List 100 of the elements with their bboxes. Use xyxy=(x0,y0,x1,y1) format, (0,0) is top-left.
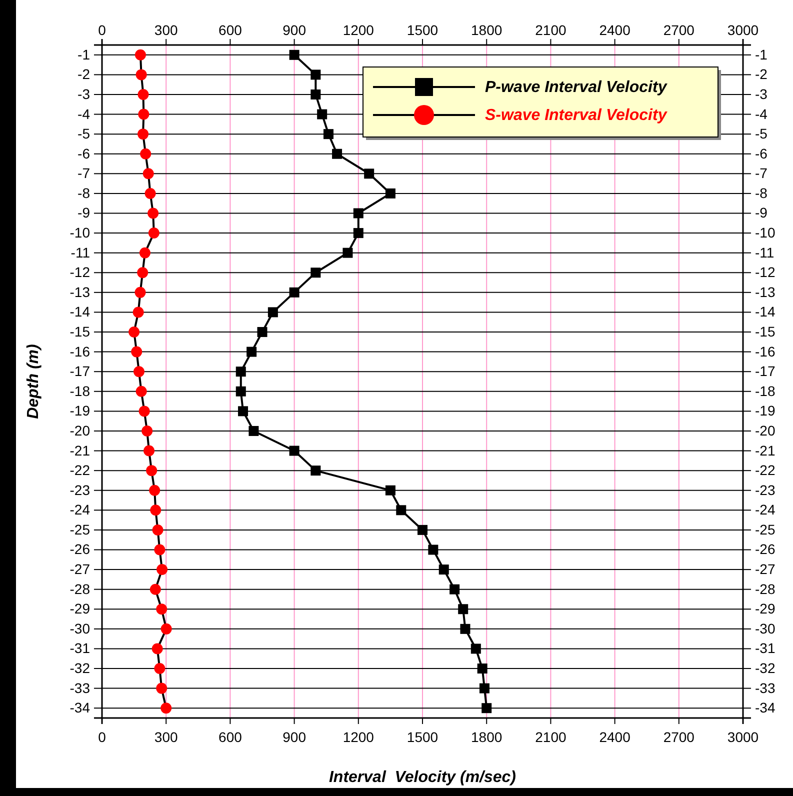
y-tick-label: -4 xyxy=(78,106,90,122)
y-tick-label: -15 xyxy=(70,323,90,340)
x2-tick-label: 1200 xyxy=(342,728,374,745)
point xyxy=(154,544,166,556)
y2-tick-label: -20 xyxy=(755,422,776,438)
point xyxy=(131,346,142,358)
point xyxy=(257,327,268,338)
point xyxy=(438,564,449,575)
x2-tick-label: 300 xyxy=(154,728,178,745)
point xyxy=(160,702,172,714)
y2-tick-label: -32 xyxy=(755,660,776,676)
point xyxy=(289,287,300,298)
y2-tick-label: -18 xyxy=(755,382,776,399)
point xyxy=(156,564,168,576)
x2-tick-label: 2700 xyxy=(663,728,695,745)
x-tick-label: 2100 xyxy=(535,22,566,38)
point xyxy=(156,604,168,615)
point xyxy=(149,484,160,496)
point xyxy=(134,286,146,298)
y2-tick-label: -4 xyxy=(755,106,768,122)
point xyxy=(133,366,144,378)
point xyxy=(460,624,470,634)
x2-tick-label: 900 xyxy=(282,728,306,745)
x2-tick-label: 3000 xyxy=(727,728,759,745)
point xyxy=(310,466,321,476)
y-tick-label: -5 xyxy=(78,126,90,142)
point xyxy=(289,446,300,456)
y-tick-label: -12 xyxy=(70,264,90,280)
y-tick-label: -24 xyxy=(70,502,90,518)
point xyxy=(152,643,163,654)
point xyxy=(332,148,342,159)
y-tick-label: -11 xyxy=(70,244,90,260)
point xyxy=(385,188,396,198)
y-tick-label: -34 xyxy=(70,700,90,716)
point xyxy=(450,584,460,594)
point xyxy=(238,406,248,416)
point xyxy=(248,426,259,436)
y2-tick-label: -26 xyxy=(755,541,776,558)
y-tick-label: -20 xyxy=(70,422,90,438)
point xyxy=(317,109,328,120)
x-tick-label: 1500 xyxy=(406,22,438,38)
y-tick-label: -1 xyxy=(78,46,90,62)
point xyxy=(138,406,150,417)
y2-tick-label: -33 xyxy=(755,680,776,696)
y2-tick-label: -6 xyxy=(755,145,768,162)
x2-tick-label: 1500 xyxy=(406,728,438,745)
point xyxy=(289,50,300,60)
point xyxy=(353,208,364,218)
point xyxy=(150,584,161,595)
point xyxy=(152,524,164,536)
y2-tick-label: -24 xyxy=(755,502,776,518)
y2-tick-label: -29 xyxy=(755,600,776,617)
y-tick-label: -30 xyxy=(70,620,90,636)
x-tick-label: 2700 xyxy=(663,22,695,38)
y-tick-label: -22 xyxy=(70,462,90,478)
x-tick-label: 1800 xyxy=(471,22,502,38)
y2-tick-label: -11 xyxy=(755,244,774,260)
y-tick-label: -17 xyxy=(70,363,90,380)
y2-tick-label: -1 xyxy=(755,46,768,62)
y-tick-label: -25 xyxy=(70,521,90,538)
y2-tick-label: -31 xyxy=(755,640,776,656)
point xyxy=(470,644,481,654)
point xyxy=(146,465,158,476)
y-tick-label: -29 xyxy=(70,600,90,617)
legend: P-wave Interval Velocity S-wave Interval Velocity xyxy=(362,66,721,140)
x2-tick-label: 0 xyxy=(98,728,106,745)
y2-tick-label: -22 xyxy=(755,462,776,478)
y2-tick-label: -10 xyxy=(755,224,776,241)
y2-tick-label: -15 xyxy=(755,323,776,340)
point xyxy=(144,445,155,456)
point xyxy=(310,70,321,80)
point xyxy=(144,188,156,199)
y-tick-label: -16 xyxy=(70,343,90,360)
point xyxy=(154,663,166,674)
y-tick-label: -9 xyxy=(78,204,90,221)
y-tick-label: -14 xyxy=(70,304,90,320)
x-tick-label: 1200 xyxy=(342,22,374,38)
y2-tick-label: -9 xyxy=(755,204,768,221)
x-tick-label: 0 xyxy=(98,22,106,38)
x-tick-label: 3000 xyxy=(727,22,759,38)
point xyxy=(128,326,140,338)
x-tick-label: 2400 xyxy=(599,22,631,38)
point xyxy=(310,89,321,100)
y-tick-label: -27 xyxy=(70,561,90,578)
y-tick-label: -18 xyxy=(70,382,90,399)
y-tick-label: -7 xyxy=(78,165,90,182)
y2-tick-label: -5 xyxy=(755,126,768,142)
point xyxy=(136,69,147,80)
point xyxy=(396,505,406,516)
y2-tick-label: -30 xyxy=(755,620,776,636)
x2-tick-label: 2100 xyxy=(535,728,566,745)
y-tick-label: -2 xyxy=(78,66,90,82)
x-tick-label: 600 xyxy=(218,22,242,38)
y2-tick-label: -28 xyxy=(755,580,776,597)
y2-tick-label: -34 xyxy=(755,700,776,716)
point xyxy=(137,267,148,278)
y-tick-label: -6 xyxy=(78,145,90,162)
y2-tick-label: -3 xyxy=(755,86,768,102)
y-tick-label: -13 xyxy=(70,284,90,300)
x2-tick-label: 2400 xyxy=(599,728,631,745)
